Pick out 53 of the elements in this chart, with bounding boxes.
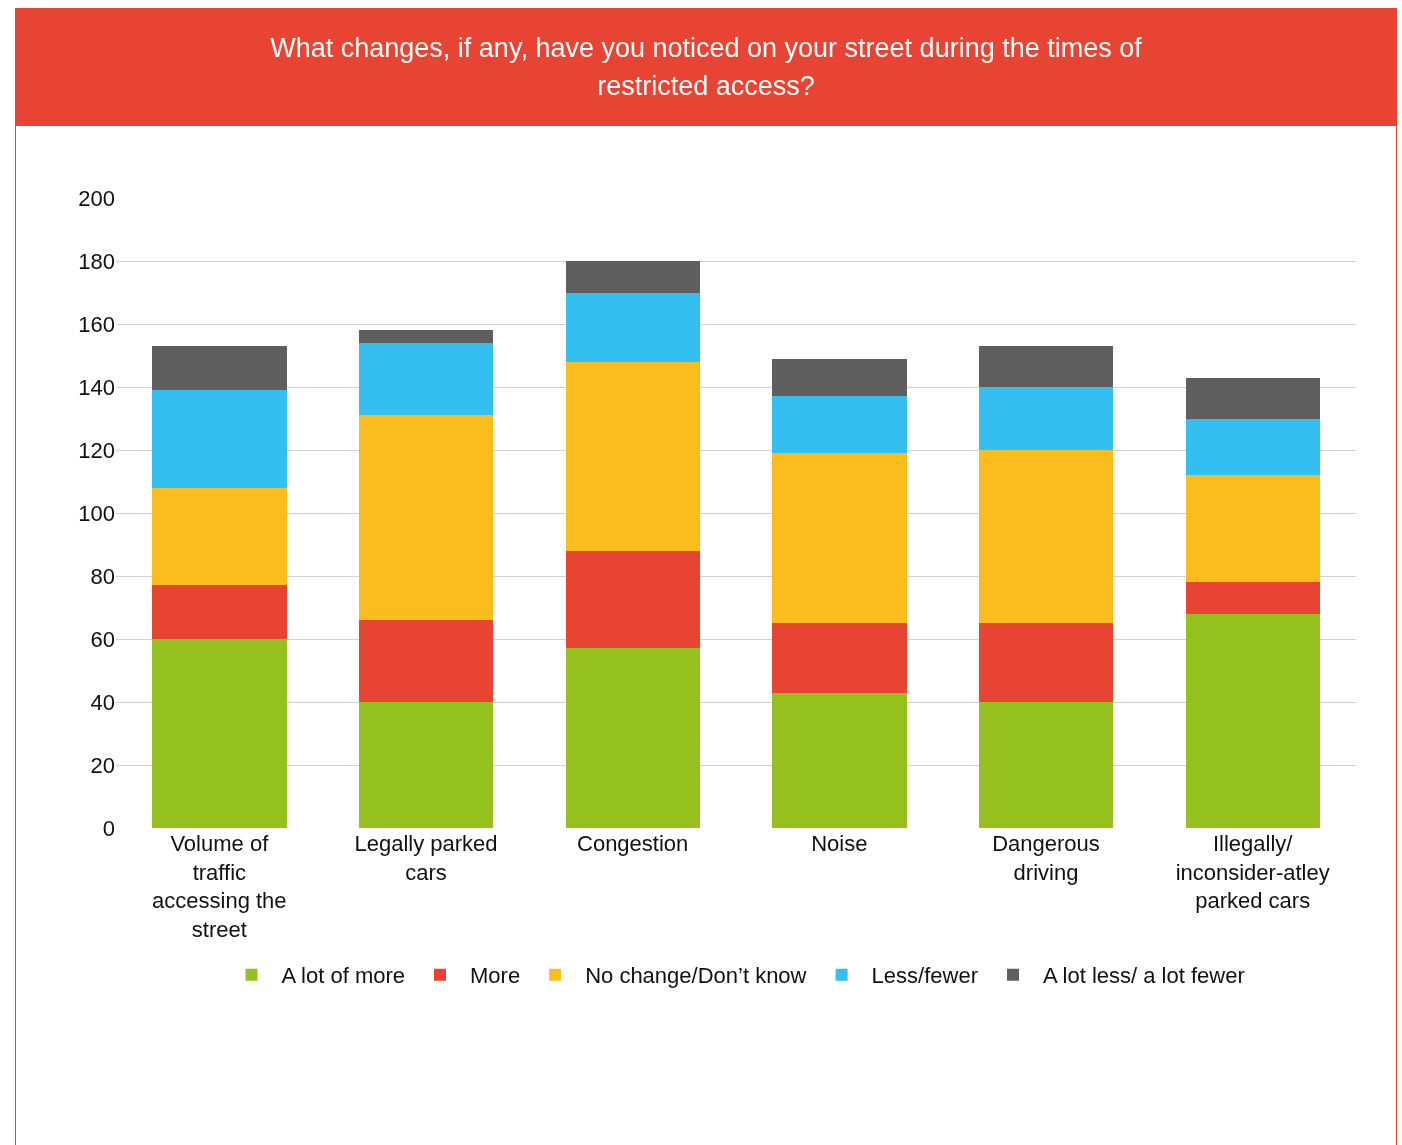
bar <box>772 623 907 693</box>
bar <box>565 648 700 828</box>
bar <box>1185 613 1320 828</box>
y-tick-label: 0 <box>102 815 115 841</box>
legend-label: No change/Don’t know <box>585 963 807 989</box>
y-tick-label: 120 <box>78 437 115 463</box>
y-tick-label: 180 <box>78 248 115 274</box>
legend-label: A lot less/ a lot fewer <box>1043 963 1245 989</box>
y-tick-label: 200 <box>78 185 115 211</box>
y-tick-label: 140 <box>78 374 115 400</box>
bar <box>978 346 1114 387</box>
y-tick-label: 60 <box>90 626 115 652</box>
y-tick-label: 100 <box>78 500 115 526</box>
bar <box>978 387 1114 450</box>
bar <box>772 692 907 828</box>
bar <box>152 346 287 391</box>
y-tick-label: 80 <box>90 563 115 589</box>
legend-label: A lot of more <box>281 963 406 989</box>
x-tick-label: Noise <box>811 831 868 856</box>
bar <box>978 623 1114 702</box>
bar <box>565 261 700 293</box>
x-tick-label: Volume of traffic accessing the street <box>152 831 287 942</box>
bar <box>358 330 494 343</box>
bar <box>152 639 287 828</box>
bar <box>358 342 494 416</box>
bar <box>772 396 907 454</box>
bar <box>978 450 1114 624</box>
bar <box>358 620 494 702</box>
bar <box>1185 582 1320 614</box>
bar <box>1185 377 1320 419</box>
bar <box>152 487 287 586</box>
bar <box>978 702 1114 828</box>
bar <box>1185 418 1320 476</box>
chart-title: What changes, if any, have you noticed on your street during the times of restricted access? <box>269 32 1143 103</box>
y-tick-label: 160 <box>78 311 115 337</box>
legend-label: Less/fewer <box>871 963 978 989</box>
bar <box>565 550 700 649</box>
bar <box>772 358 907 397</box>
bar <box>565 361 700 551</box>
bar <box>152 390 287 488</box>
bar <box>152 585 287 639</box>
bar <box>358 702 494 828</box>
y-tick-label: 20 <box>90 752 115 778</box>
x-tick-label: Congestion <box>577 831 689 856</box>
legend-label: More <box>470 963 521 989</box>
y-tick-label: 40 <box>90 689 115 715</box>
x-tick-label: Illegally/ inconsider-atley parked cars <box>1175 831 1330 914</box>
bar <box>1185 475 1320 583</box>
bar <box>772 453 907 624</box>
x-tick-label: Dangerous driving <box>992 831 1100 885</box>
bar <box>565 292 700 362</box>
bar <box>358 415 494 621</box>
x-tick-label: Legally parked cars <box>354 831 498 885</box>
